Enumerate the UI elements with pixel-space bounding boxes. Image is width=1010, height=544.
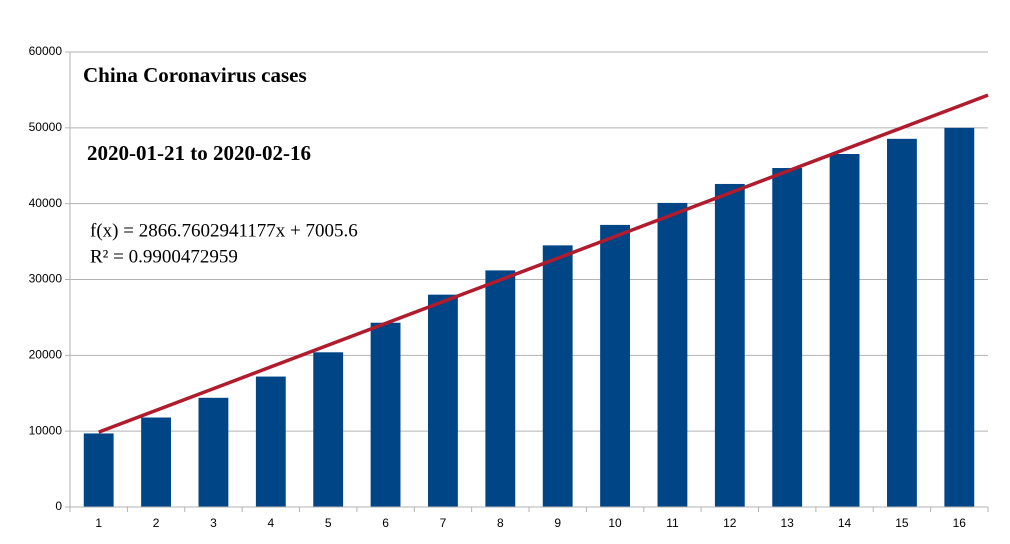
x-tick-label: 10 [608, 516, 622, 530]
x-tick-label: 4 [267, 516, 274, 530]
x-tick-label: 7 [440, 516, 447, 530]
x-tick-label: 1 [95, 516, 102, 530]
bar [141, 417, 171, 507]
x-tick-label: 14 [838, 516, 852, 530]
y-tick-label: 60000 [29, 44, 63, 58]
y-tick-label: 20000 [29, 348, 63, 362]
y-tick-label: 40000 [29, 196, 63, 210]
bar [83, 433, 114, 507]
trend-r-squared: R² = 0.9900472959 [90, 246, 238, 267]
bar [657, 202, 688, 508]
x-tick-label: 3 [210, 516, 217, 530]
x-tick-label: 13 [781, 516, 795, 530]
y-tick-label: 50000 [29, 120, 63, 134]
trend-equation: f(x) = 2866.7602941177x + 7005.6 [90, 220, 358, 241]
bar [944, 127, 975, 507]
y-tick-label: 30000 [29, 272, 63, 286]
bar [313, 352, 344, 507]
bar [772, 168, 803, 507]
x-tick-label: 5 [325, 516, 332, 530]
bar [370, 322, 401, 507]
bar [714, 183, 745, 507]
bar [600, 224, 630, 507]
chart-subtitle: 2020-01-21 to 2020-02-16 [87, 141, 311, 165]
bar [887, 138, 917, 507]
x-tick-label: 11 [666, 516, 679, 530]
chart-title: China Coronavirus cases [83, 63, 307, 87]
x-tick-label: 12 [723, 516, 737, 530]
trend-line [98, 93, 989, 434]
x-tick-label: 16 [953, 516, 967, 530]
bar [255, 376, 286, 507]
y-tick-label: 10000 [29, 423, 63, 437]
bar [428, 294, 458, 507]
bar [829, 153, 860, 507]
x-tick-label: 9 [554, 516, 561, 530]
y-tick-label: 0 [55, 499, 62, 513]
bar [542, 245, 573, 507]
x-tick-label: 15 [895, 516, 909, 530]
x-tick-label: 8 [497, 516, 504, 530]
x-tick-label: 2 [153, 516, 160, 530]
bar [198, 397, 229, 507]
bar [485, 270, 516, 507]
x-tick-label: 6 [382, 516, 389, 530]
